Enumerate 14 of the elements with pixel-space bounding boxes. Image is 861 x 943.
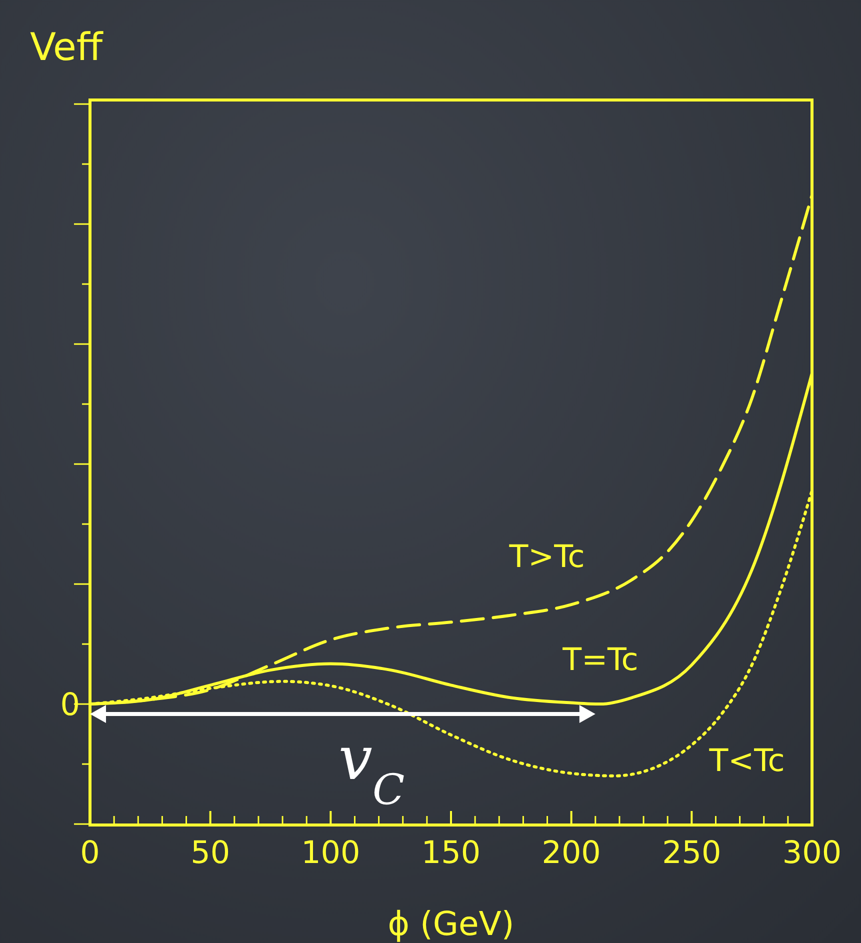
y-axis-title: Veff xyxy=(30,25,104,69)
x-tick-label: 50 xyxy=(190,835,230,871)
x-axis-title: ϕ (GeV) xyxy=(388,904,514,943)
x-tick-label: 250 xyxy=(662,835,722,871)
series-label: T<Tc xyxy=(708,742,785,779)
x-tick-label: 0 xyxy=(80,835,100,871)
x-tick-label: 200 xyxy=(542,835,601,871)
x-tick-label: 100 xyxy=(301,835,360,871)
series-label: T>Tc xyxy=(508,538,585,575)
annotation: v$_{C}$ xyxy=(338,724,405,814)
text: 0 xyxy=(60,687,80,724)
series-label: T=Tc xyxy=(562,642,638,678)
x-tick-label: 300 xyxy=(782,835,842,871)
x-tick-label: 150 xyxy=(421,835,481,871)
